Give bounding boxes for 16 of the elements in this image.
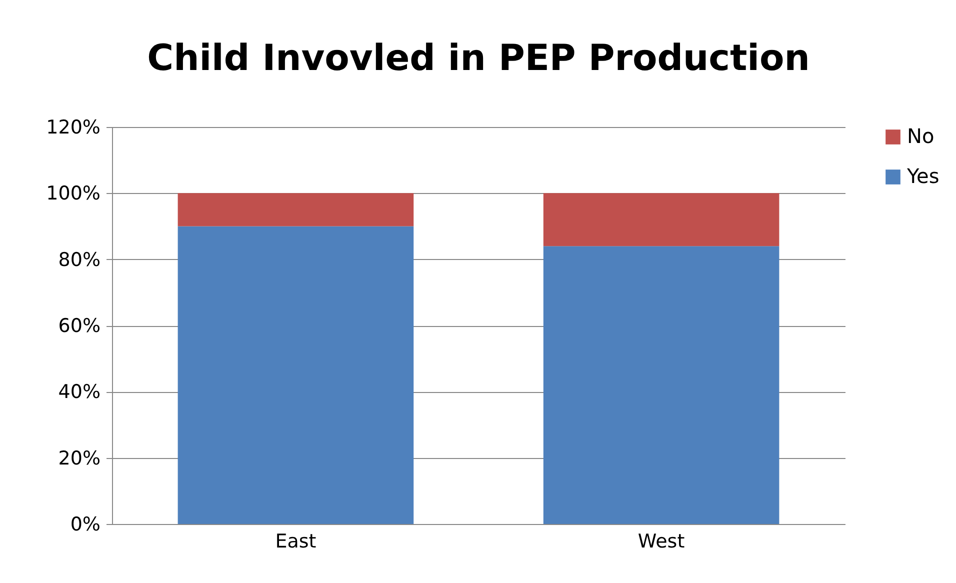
bar: [178, 226, 414, 524]
bar: [543, 246, 780, 524]
y-tick-label: 100%: [46, 182, 100, 205]
x-tick-label: West: [638, 530, 685, 552]
chart-title: Child Invovled in PEP Production: [147, 38, 810, 79]
bar: [178, 193, 414, 226]
y-tick-label: 80%: [58, 248, 100, 271]
y-tick-label: 0%: [70, 514, 100, 536]
x-tick-label: East: [275, 530, 316, 552]
legend-label: Yes: [906, 164, 940, 188]
y-tick-label: 40%: [58, 381, 100, 404]
y-tick-label: 20%: [58, 447, 100, 470]
legend-label: No: [907, 124, 934, 148]
bar: [543, 193, 780, 246]
y-tick-label: 120%: [46, 116, 100, 138]
y-tick-label: 60%: [58, 315, 100, 337]
